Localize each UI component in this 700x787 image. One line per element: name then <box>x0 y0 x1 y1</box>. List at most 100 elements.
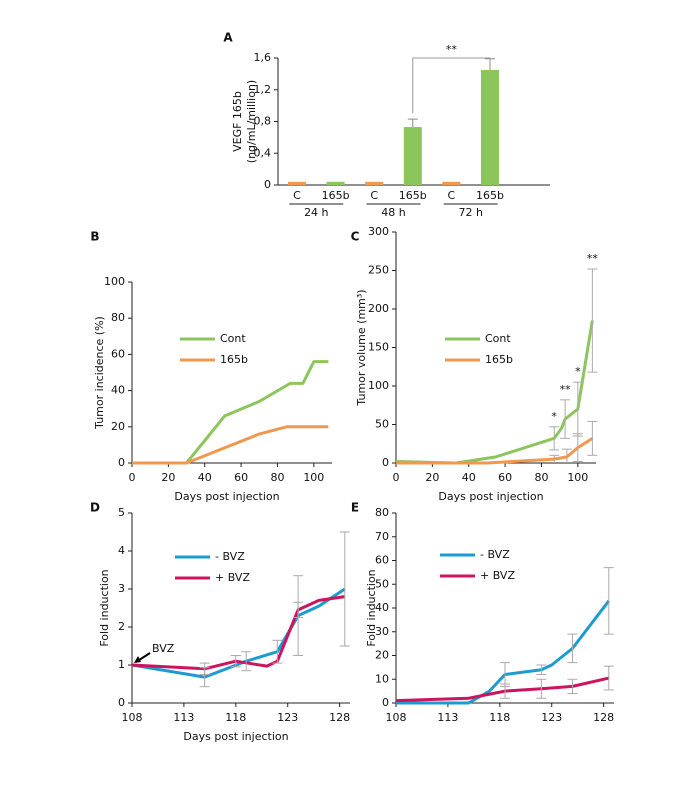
significance-bracket <box>412 57 491 114</box>
series-line <box>396 599 611 705</box>
x-tick-label: 80 <box>534 471 548 484</box>
series-line <box>132 425 329 465</box>
arrow-head <box>134 656 141 663</box>
y-tick-label: 4 <box>118 544 125 557</box>
x-tick-label: 0 <box>393 471 400 484</box>
y-tick-label: 50 <box>375 418 389 431</box>
y-tick-label: 10 <box>375 672 389 685</box>
x-tick-label: 0 <box>129 471 136 484</box>
y-tick-label: 300 <box>368 225 389 238</box>
y-tick-label: 60 <box>375 554 389 567</box>
legend-label: Cont <box>485 332 511 345</box>
y-tick-label: 20 <box>375 649 389 662</box>
x-tick-label: 108 <box>122 711 143 724</box>
panel-label: D <box>90 501 100 515</box>
panel-label: E <box>351 501 359 515</box>
x-tick-label: 118 <box>225 711 246 724</box>
x-tick-label: 108 <box>386 711 407 724</box>
bar <box>403 127 422 185</box>
legend-label: + BVZ <box>215 571 250 584</box>
y-tick-label: 250 <box>368 264 389 277</box>
y-tick-label: 0 <box>382 696 389 709</box>
x-tick-label: 123 <box>277 711 298 724</box>
annotation: ** <box>587 252 599 265</box>
legend-label: + BVZ <box>480 569 515 582</box>
y-tick-label: 0,4 <box>254 146 272 159</box>
y-tick-label: 0 <box>118 456 125 469</box>
legend-label: 165b <box>485 353 513 366</box>
y-tick-label: 2 <box>118 620 125 633</box>
y-axis-label: VEGF 165b <box>231 91 244 152</box>
x-tick-label: 80 <box>270 471 284 484</box>
y-tick-label: 40 <box>375 601 389 614</box>
series-line <box>395 676 610 703</box>
x-tick-label: C <box>448 189 456 202</box>
y-tick-label: 1,6 <box>254 51 272 64</box>
y-tick-label: 5 <box>118 506 125 519</box>
bar <box>365 181 384 185</box>
x-axis-label: Days post injection <box>438 490 543 503</box>
y-tick-label: 1 <box>118 658 125 671</box>
y-tick-label: 1,2 <box>254 83 272 96</box>
annotation: ** <box>446 43 458 56</box>
panel-label: C <box>351 230 360 244</box>
annotation: * <box>575 365 581 378</box>
annotation: BVZ <box>152 642 175 655</box>
x-tick-label: 60 <box>234 471 248 484</box>
y-axis-label: (ng/mL/million) <box>245 80 258 163</box>
y-axis-label: Tumor volume (mm³) <box>355 289 368 406</box>
legend-label: Cont <box>220 332 246 345</box>
y-tick-label: 100 <box>104 275 125 288</box>
x-tick-label: 165b <box>476 189 504 202</box>
bar <box>442 181 461 185</box>
x-tick-label: 40 <box>198 471 212 484</box>
x-tick-label: 128 <box>329 711 350 724</box>
x-tick-label: 113 <box>437 711 458 724</box>
legend-label: - BVZ <box>480 548 510 561</box>
x-tick-label: 118 <box>489 711 510 724</box>
series-line <box>396 437 594 465</box>
y-tick-label: 100 <box>368 379 389 392</box>
y-axis-label: Fold induction <box>365 569 378 646</box>
bar <box>326 181 345 185</box>
bar <box>288 181 306 185</box>
y-tick-label: 40 <box>111 384 125 397</box>
group-label: 72 h <box>458 206 482 219</box>
y-tick-label: 0,8 <box>254 115 272 128</box>
y-tick-label: 80 <box>111 311 125 324</box>
x-tick-label: 100 <box>567 471 588 484</box>
y-tick-label: 70 <box>375 530 389 543</box>
x-tick-label: C <box>370 189 378 202</box>
x-tick-label: 100 <box>303 471 324 484</box>
y-tick-label: 20 <box>111 420 125 433</box>
legend-label: 165b <box>220 353 248 366</box>
annotation: * <box>551 410 557 423</box>
panel-label: B <box>90 230 99 244</box>
panel-label: A <box>223 31 233 45</box>
x-tick-label: 165b <box>399 189 427 202</box>
y-tick-label: 50 <box>375 577 389 590</box>
x-axis-label: Days post injection <box>183 730 288 743</box>
x-tick-label: 20 <box>425 471 439 484</box>
y-tick-label: 3 <box>118 582 125 595</box>
legend-label: - BVZ <box>215 550 245 563</box>
series-line <box>132 360 329 465</box>
x-tick-label: 20 <box>161 471 175 484</box>
x-tick-label: 165b <box>322 189 350 202</box>
annotation: ** <box>560 383 572 396</box>
bar <box>481 69 499 185</box>
x-tick-label: 40 <box>462 471 476 484</box>
x-tick-label: 60 <box>498 471 512 484</box>
y-tick-label: 30 <box>375 625 389 638</box>
y-tick-label: 80 <box>375 506 389 519</box>
y-tick-label: 60 <box>111 347 125 360</box>
group-label: 24 h <box>304 206 328 219</box>
x-tick-label: 123 <box>541 711 562 724</box>
y-tick-label: 200 <box>368 302 389 315</box>
x-tick-label: C <box>293 189 301 202</box>
group-label: 48 h <box>381 206 405 219</box>
x-tick-label: 128 <box>593 711 614 724</box>
x-tick-label: 113 <box>173 711 194 724</box>
series-line <box>131 595 346 671</box>
